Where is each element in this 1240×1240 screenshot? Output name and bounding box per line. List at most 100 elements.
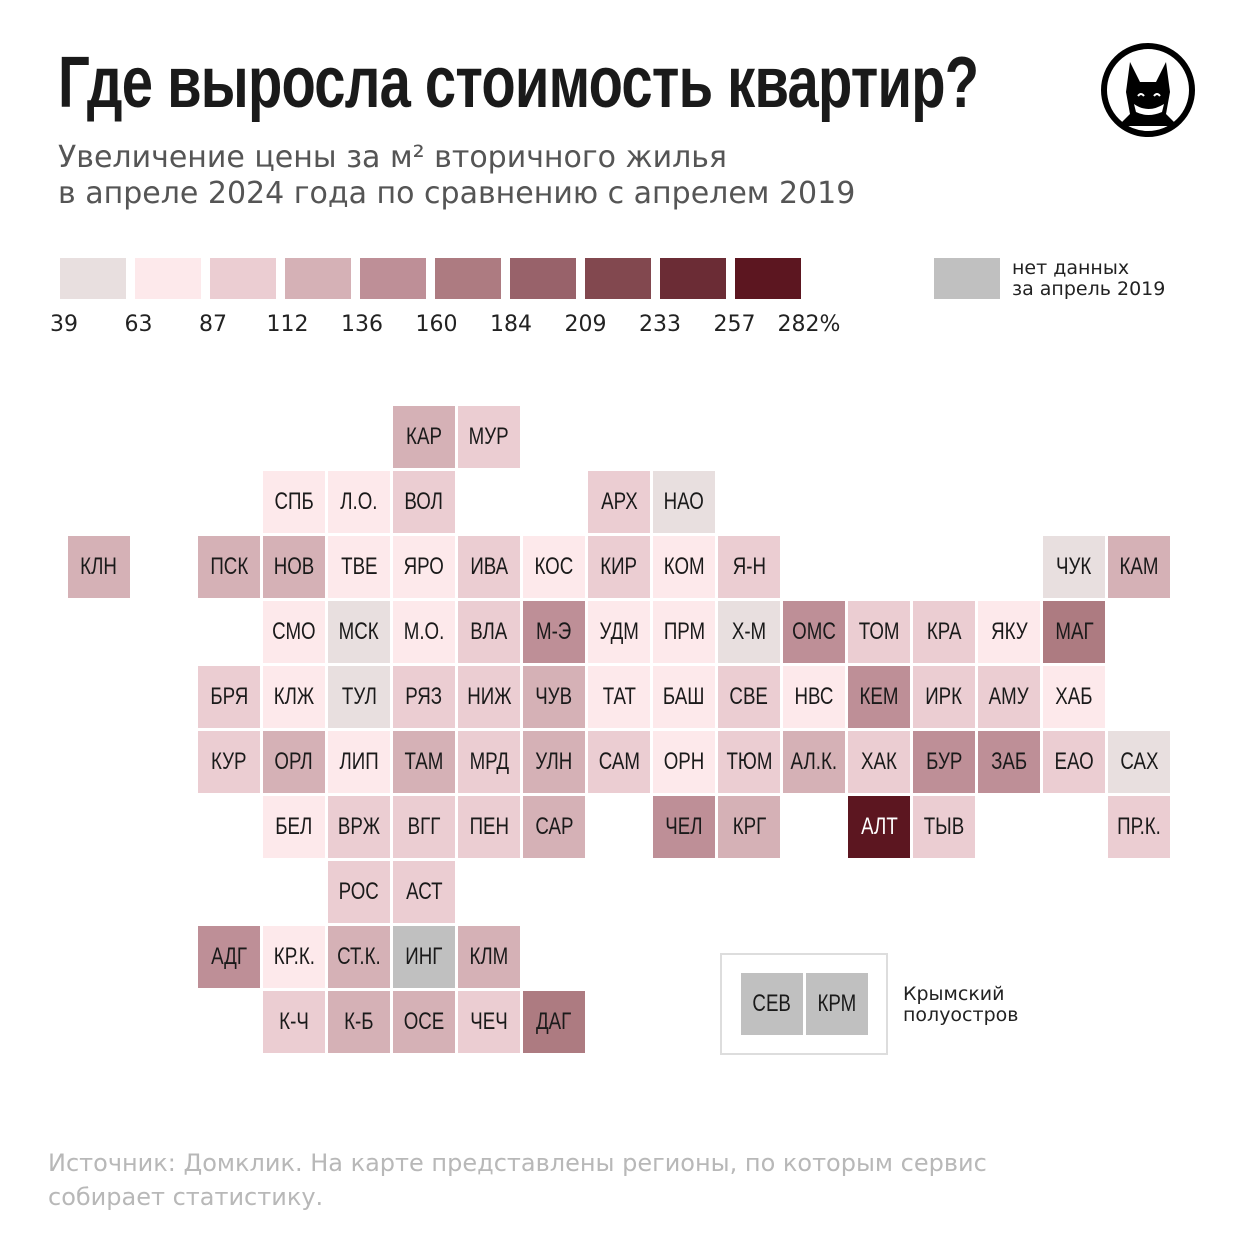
region-tile: РОС: [328, 861, 390, 923]
region-label: ВЛА: [470, 618, 508, 645]
region-label: ХАК: [861, 748, 897, 775]
legend-swatch: [585, 258, 651, 299]
region-label: МАГ: [1054, 618, 1094, 645]
region-tile: САМ: [588, 731, 650, 793]
legend-tick-label: 160: [415, 312, 458, 337]
region-label: РЯЗ: [405, 683, 443, 710]
region-tile: ЧУК: [1043, 536, 1105, 598]
region-label: БУР: [925, 748, 963, 775]
region-tile: ВРЖ: [328, 796, 390, 858]
region-tile: Х-М: [718, 601, 780, 663]
region-label: МРД: [469, 748, 509, 775]
region-tile: ХАБ: [1043, 666, 1105, 728]
region-tile: КЛМ: [458, 926, 520, 988]
crimea-label-line: Крымский: [903, 983, 1005, 1005]
region-label: ТОМ: [858, 618, 900, 645]
legend-tick-label: 282%: [777, 312, 841, 337]
crimea-label-line: полуостров: [903, 1004, 1019, 1026]
region-tile: НАО: [653, 471, 715, 533]
region-tile: МУР: [458, 406, 520, 468]
legend-tick-label: 184: [490, 312, 532, 337]
region-label: ВРЖ: [337, 813, 381, 840]
region-label: ПЕН: [469, 813, 509, 840]
region-label: ПР.К.: [1117, 813, 1161, 840]
region-tile: УДМ: [588, 601, 650, 663]
region-tile: ПР.К.: [1108, 796, 1170, 858]
region-tile: ВОЛ: [393, 471, 455, 533]
region-tile: АМУ: [978, 666, 1040, 728]
legend-tick-label: 87: [199, 312, 227, 337]
region-tile: ЧЕЛ: [653, 796, 715, 858]
region-tile: КЕМ: [848, 666, 910, 728]
region-label: НИЖ: [466, 683, 512, 710]
region-tile: ЯКУ: [978, 601, 1040, 663]
region-tile: АСТ: [393, 861, 455, 923]
legend-swatch: [510, 258, 576, 299]
legend-tick-label: 209: [564, 312, 607, 337]
region-tile: СЕВ: [741, 973, 803, 1035]
region-tile: ПРМ: [653, 601, 715, 663]
region-tile: БАШ: [653, 666, 715, 728]
region-label: ТАТ: [602, 683, 636, 710]
region-tile: БУР: [913, 731, 975, 793]
region-tile: БРЯ: [198, 666, 260, 728]
region-tile: ОРН: [653, 731, 715, 793]
region-label: КРМ: [817, 990, 857, 1017]
region-tile: ПЕН: [458, 796, 520, 858]
region-tile: СПБ: [263, 471, 325, 533]
region-tile: ЗАБ: [978, 731, 1040, 793]
region-tile: КОМ: [653, 536, 715, 598]
region-label: Х-М: [731, 618, 767, 645]
region-label: ЛИП: [339, 748, 379, 775]
region-label: ТАМ: [404, 748, 444, 775]
region-tile: М-Э: [523, 601, 585, 663]
region-tile: СМО: [263, 601, 325, 663]
region-tile: КР.К.: [263, 926, 325, 988]
no-data-line: нет данных: [1012, 257, 1130, 279]
region-tile: КУР: [198, 731, 260, 793]
region-label: ЧУВ: [535, 683, 573, 710]
region-label: ХАБ: [1055, 683, 1093, 710]
region-tile: ХАК: [848, 731, 910, 793]
source-line: собирает статистику.: [48, 1183, 324, 1211]
crimea-box: [720, 953, 888, 1055]
region-label: КАР: [406, 423, 442, 450]
region-tile: НВС: [783, 666, 845, 728]
region-tile: Л.О.: [328, 471, 390, 533]
crimea-label: Крымский полуостров: [903, 984, 1018, 1026]
fox-logo: [1101, 43, 1195, 137]
region-tile: ТАМ: [393, 731, 455, 793]
region-label: ЯКУ: [990, 618, 1028, 645]
region-tile: К-Б: [328, 991, 390, 1053]
region-label: ПСК: [210, 553, 248, 580]
region-label: ЧУК: [1056, 553, 1092, 580]
legend-swatch: [660, 258, 726, 299]
region-tile: КЛН: [68, 536, 130, 598]
legend-tick-label: 233: [639, 312, 681, 337]
region-tile: ТЫВ: [913, 796, 975, 858]
region-tile: ТЮМ: [718, 731, 780, 793]
region-tile: КРА: [913, 601, 975, 663]
region-tile: ИРК: [913, 666, 975, 728]
region-tile: РЯЗ: [393, 666, 455, 728]
region-label: ОМС: [792, 618, 836, 645]
region-tile: ИВА: [458, 536, 520, 598]
region-label: СПБ: [274, 488, 314, 515]
no-data-label: нет данных за апрель 2019: [1012, 258, 1165, 300]
region-label: ЗАБ: [990, 748, 1028, 775]
legend-tick-label: 39: [50, 312, 78, 337]
region-label: Л.О.: [340, 488, 378, 515]
region-label: НАО: [663, 488, 705, 515]
region-label: ИВА: [470, 553, 508, 580]
region-label: МСК: [338, 618, 380, 645]
region-label: КАМ: [1119, 553, 1159, 580]
region-label: АРХ: [600, 488, 638, 515]
region-label: ЧЕЧ: [470, 1008, 508, 1035]
region-label: КРГ: [732, 813, 766, 840]
region-tile: АРХ: [588, 471, 650, 533]
region-tile: КРГ: [718, 796, 780, 858]
region-label: АДГ: [211, 943, 247, 970]
legend-tick-label: 63: [124, 312, 153, 337]
region-label: КЛМ: [469, 943, 509, 970]
region-label: АСТ: [405, 878, 443, 905]
